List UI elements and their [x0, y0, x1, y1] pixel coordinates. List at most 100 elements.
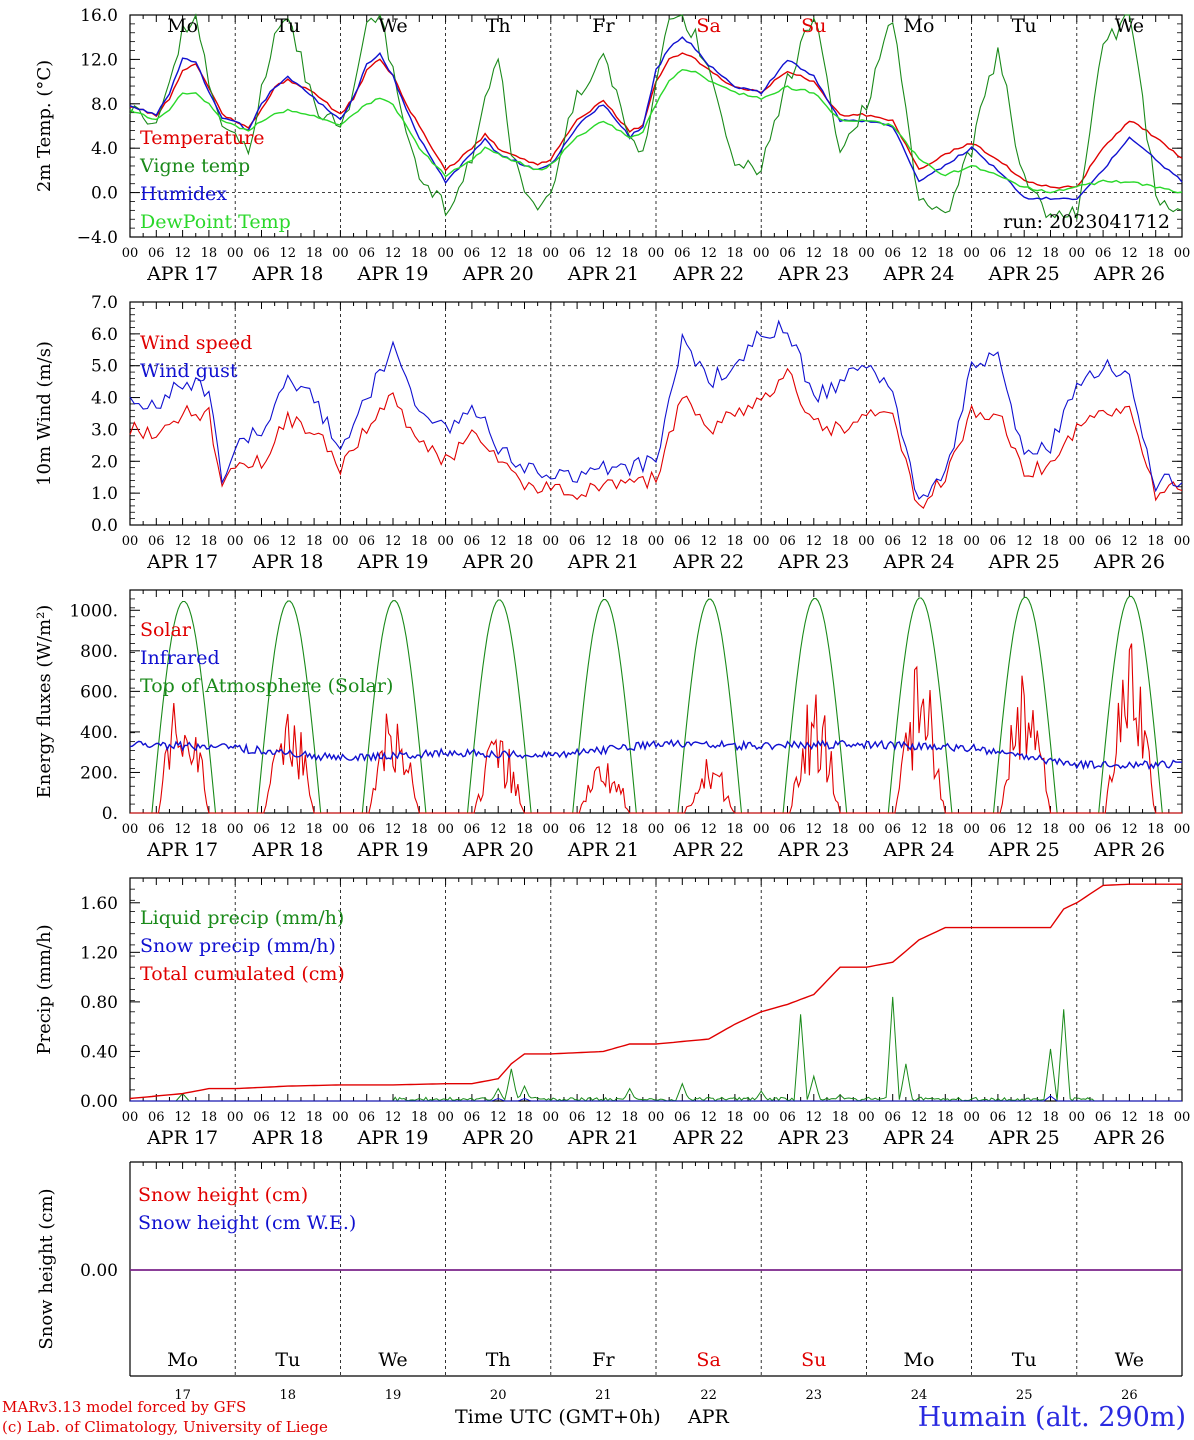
hour-tick-label: 00 — [437, 822, 454, 837]
weekday-label: Tu — [275, 15, 300, 37]
hour-tick-label: 06 — [1095, 1110, 1112, 1125]
hour-tick-label: 12 — [806, 534, 823, 549]
hour-tick-label: 18 — [727, 1110, 744, 1125]
day-label: APR 18 — [251, 551, 323, 573]
hour-tick-label: 06 — [674, 246, 691, 261]
legend-entry: Solar — [140, 619, 192, 641]
weekday-label: We — [378, 1349, 407, 1371]
panel-3: 0. 200. 400. 600. 800. 1000. Energy fluxes (W/… — [34, 589, 1190, 861]
hour-tick-label: 18 — [621, 1110, 638, 1125]
hour-tick-label: 00 — [227, 534, 244, 549]
weekday-label: Th — [486, 1349, 511, 1371]
day-number: 23 — [806, 1388, 823, 1403]
day-label: APR 17 — [146, 551, 218, 573]
legend-entry: Liquid precip (mm/h) — [140, 907, 344, 929]
hour-tick-label: 06 — [779, 246, 796, 261]
day-label: APR 25 — [988, 263, 1060, 285]
hour-tick-label: 00 — [543, 246, 560, 261]
weekday-label: Su — [801, 15, 826, 37]
hour-tick-label: 00 — [332, 246, 349, 261]
day-label: APR 25 — [988, 551, 1060, 573]
hour-tick-label: 18 — [937, 246, 954, 261]
day-label: APR 26 — [1093, 263, 1165, 285]
hour-tick-label: 06 — [990, 534, 1007, 549]
hour-tick-label: 00 — [332, 1110, 349, 1125]
hour-tick-label: 12 — [280, 246, 297, 261]
hour-tick-label: 18 — [621, 534, 638, 549]
hour-tick-label: 18 — [411, 822, 428, 837]
day-number: 19 — [385, 1388, 402, 1403]
weekday-label: Tu — [1012, 15, 1037, 37]
hour-tick-label: 00 — [1069, 534, 1086, 549]
day-label: APR 22 — [672, 1127, 744, 1149]
hour-tick-label: 12 — [1016, 1110, 1033, 1125]
hour-tick-label: 06 — [1095, 534, 1112, 549]
hour-tick-label: 18 — [201, 534, 218, 549]
hour-tick-label: 12 — [806, 822, 823, 837]
hour-tick-label: 06 — [569, 534, 586, 549]
series-line-2 — [130, 1095, 1182, 1102]
hour-tick-label: 00 — [648, 246, 665, 261]
hour-tick-label: 12 — [174, 534, 191, 549]
hour-tick-label: 12 — [595, 246, 612, 261]
hour-tick-label: 00 — [437, 246, 454, 261]
hour-tick-label: 00 — [648, 534, 665, 549]
hour-tick-label: 06 — [674, 534, 691, 549]
hour-tick-label: 00 — [753, 246, 770, 261]
hour-tick-label: 12 — [1016, 246, 1033, 261]
day-label: APR 26 — [1093, 551, 1165, 573]
hour-tick-label: 18 — [832, 534, 849, 549]
day-label: APR 19 — [356, 839, 428, 861]
credit-lab: (c) Lab. of Climatology, University of L… — [2, 1418, 328, 1436]
y-axis-label: 10m Wind (m/s) — [34, 341, 55, 486]
y-tick-label: 4.0 — [91, 389, 118, 409]
hour-tick-label: 18 — [516, 534, 533, 549]
y-tick-label: 8.0 — [91, 95, 118, 115]
hour-tick-label: 00 — [1069, 1110, 1086, 1125]
hour-tick-label: 18 — [832, 822, 849, 837]
weekday-label: Su — [801, 1349, 826, 1371]
legend-entry: Vigne temp — [139, 155, 250, 177]
hour-tick-label: 00 — [437, 1110, 454, 1125]
hour-tick-label: 18 — [1147, 246, 1164, 261]
series-line-2 — [129, 13, 1183, 220]
hour-tick-label: 18 — [727, 534, 744, 549]
panel-1: −4.0 0.0 4.0 8.0 12.0 16.0 2m Temp. (°C) 00 06 12… — [34, 6, 1190, 285]
hour-tick-label: 06 — [1095, 246, 1112, 261]
hour-tick-label: 06 — [253, 246, 270, 261]
y-tick-label: 1000. — [69, 601, 118, 621]
day-number: 17 — [174, 1388, 191, 1403]
hour-tick-label: 00 — [1174, 534, 1191, 549]
day-number: 24 — [911, 1388, 928, 1403]
day-label: APR 22 — [672, 263, 744, 285]
hour-tick-label: 18 — [306, 822, 323, 837]
day-label: APR 19 — [356, 1127, 428, 1149]
month-label: APR — [688, 1406, 729, 1428]
y-tick-label: 0.80 — [80, 993, 118, 1013]
hour-tick-label: 18 — [727, 822, 744, 837]
hour-tick-label: 12 — [911, 822, 928, 837]
hour-tick-label: 06 — [464, 246, 481, 261]
day-label: APR 24 — [882, 551, 954, 573]
hour-tick-label: 12 — [911, 534, 928, 549]
legend-entry: Infrared — [140, 647, 220, 669]
hour-tick-label: 00 — [858, 534, 875, 549]
hour-tick-label: 12 — [595, 1110, 612, 1125]
y-tick-label: 800. — [80, 642, 118, 662]
weekday-label: Mo — [904, 15, 935, 37]
day-label: APR 24 — [882, 1127, 954, 1149]
hour-tick-label: 00 — [753, 822, 770, 837]
day-label: APR 24 — [882, 839, 954, 861]
hour-tick-label: 12 — [385, 822, 402, 837]
hour-tick-label: 00 — [543, 822, 560, 837]
day-label: APR 18 — [251, 263, 323, 285]
hour-tick-label: 00 — [122, 534, 139, 549]
hour-tick-label: 06 — [464, 534, 481, 549]
hour-tick-label: 12 — [911, 1110, 928, 1125]
y-tick-label: 0.0 — [91, 516, 118, 536]
day-label: APR 22 — [672, 551, 744, 573]
series-line-2 — [129, 319, 1183, 500]
series-line-1 — [130, 643, 1182, 814]
hour-tick-label: 00 — [963, 246, 980, 261]
panel-4: 0.00 0.40 0.80 1.20 1.60 Precip (mm/h) 00 06 12 1… — [34, 877, 1190, 1149]
